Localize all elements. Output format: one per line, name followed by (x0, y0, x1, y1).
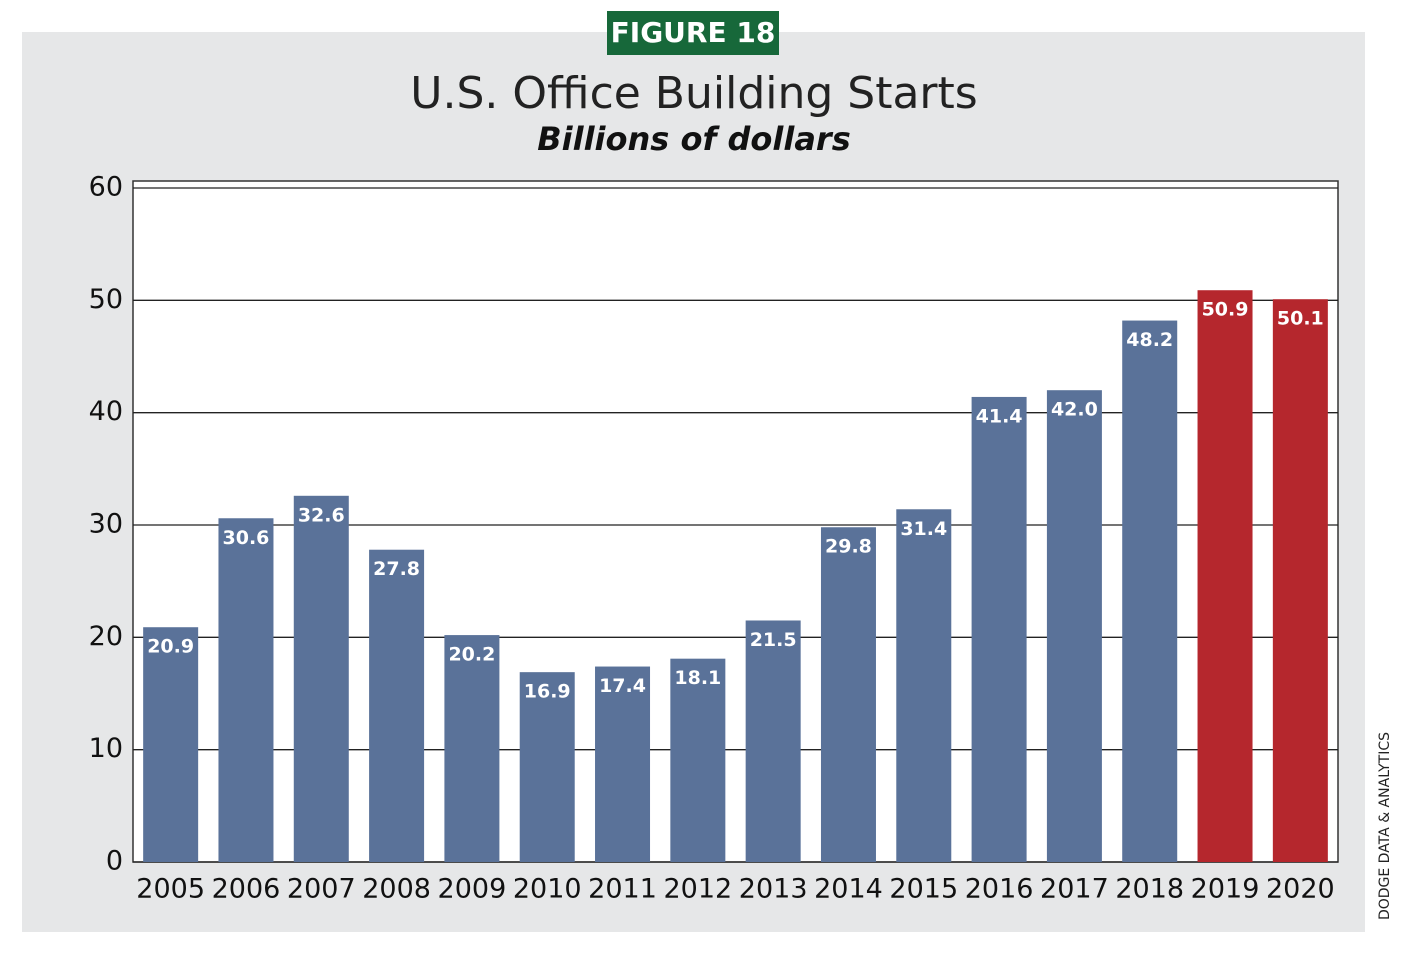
data-label: 31.4 (900, 518, 947, 540)
data-label: 48.2 (1126, 329, 1173, 351)
x-tick-label: 2018 (1115, 874, 1184, 905)
x-tick-label: 2012 (663, 874, 732, 905)
bar (1197, 290, 1253, 862)
bar (293, 495, 349, 862)
y-tick-label: 60 (89, 172, 123, 203)
bar (971, 396, 1027, 862)
x-tick-label: 2005 (136, 874, 205, 905)
x-tick-label: 2009 (438, 874, 507, 905)
data-label: 20.2 (448, 644, 495, 666)
x-tick-label: 2007 (287, 874, 356, 905)
data-label: 17.4 (599, 675, 646, 697)
bar (1046, 390, 1102, 862)
y-tick-label: 30 (89, 509, 123, 540)
x-tick-label: 2017 (1040, 874, 1109, 905)
data-label: 30.6 (223, 527, 270, 549)
bar (820, 527, 876, 862)
bar (444, 635, 500, 862)
y-tick-label: 40 (89, 396, 123, 427)
chart-title: U.S. Office Building Starts (410, 68, 977, 119)
data-label: 32.6 (298, 504, 345, 526)
bar (896, 509, 952, 862)
bar (1122, 320, 1178, 862)
y-tick-label: 0 (106, 846, 123, 877)
bar (670, 658, 726, 862)
x-tick-label: 2006 (212, 874, 281, 905)
bar (369, 549, 425, 862)
y-tick-label: 20 (89, 621, 123, 652)
x-tick-label: 2016 (965, 874, 1034, 905)
x-tick-label: 2014 (814, 874, 883, 905)
source: DODGE DATA & ANALYTICS (1377, 732, 1393, 920)
bar (218, 518, 274, 862)
x-tick-label: 2013 (739, 874, 808, 905)
bar (519, 672, 575, 862)
bar (595, 666, 651, 862)
data-label: 18.1 (674, 667, 721, 689)
data-label: 41.4 (976, 405, 1023, 427)
y-tick-label: 10 (89, 733, 123, 764)
x-tick-label: 2008 (362, 874, 431, 905)
x-tick-label: 2020 (1266, 874, 1335, 905)
chart-subtitle: Billions of dollars (537, 120, 851, 158)
data-label: 29.8 (825, 536, 872, 558)
data-label: 50.9 (1202, 299, 1249, 321)
x-tick-label: 2019 (1191, 874, 1260, 905)
data-label: 42.0 (1051, 399, 1098, 421)
data-label: 20.9 (147, 636, 194, 658)
bar (143, 627, 199, 862)
bar (745, 620, 801, 862)
data-label: 16.9 (524, 681, 571, 703)
x-tick-label: 2011 (588, 874, 657, 905)
bar (1272, 299, 1328, 863)
data-label: 50.1 (1277, 308, 1324, 330)
y-tick-label: 50 (89, 284, 123, 315)
badge: FIGURE 18 (611, 16, 776, 49)
x-tick-label: 2015 (889, 874, 958, 905)
data-label: 27.8 (373, 558, 420, 580)
badge-box (607, 11, 779, 55)
x-tick-label: 2010 (513, 874, 582, 905)
data-label: 21.5 (750, 629, 797, 651)
